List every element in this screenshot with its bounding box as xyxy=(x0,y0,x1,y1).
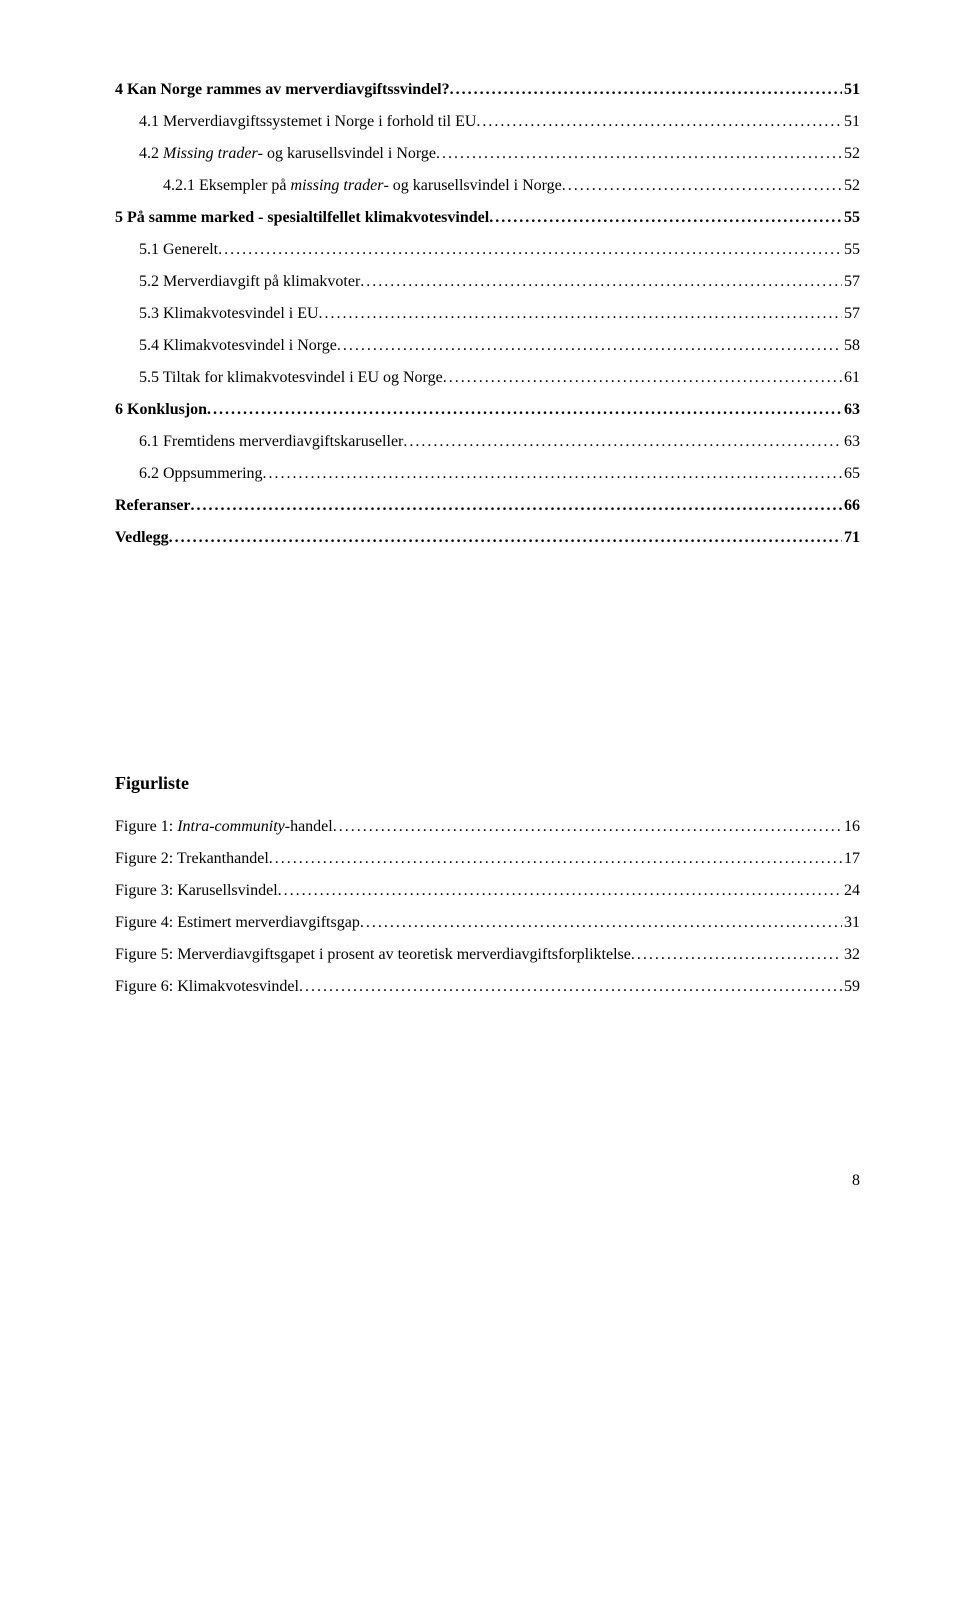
toc-page: 63 xyxy=(842,430,860,454)
toc-entry: 6 Konklusjon 63 xyxy=(115,398,860,422)
toc-entry: 5.2 Merverdiavgift på klimakvoter 57 xyxy=(115,270,860,294)
toc-page: 65 xyxy=(842,462,860,486)
figure-entry: Figure 3: Karusellsvindel 24 xyxy=(115,879,860,903)
toc-label: 5.2 Merverdiavgift på klimakvoter xyxy=(139,270,360,294)
toc-page: 52 xyxy=(842,174,860,198)
figure-page: 59 xyxy=(842,975,860,999)
figure-dots xyxy=(299,975,842,999)
figure-page: 16 xyxy=(842,815,860,839)
toc-dots xyxy=(218,238,842,262)
toc-dots xyxy=(337,334,842,358)
figure-dots xyxy=(333,815,842,839)
toc-dots xyxy=(169,526,842,550)
toc-label: 4.2 Missing trader- og karusellsvindel i… xyxy=(139,142,436,166)
toc-label: 6.1 Fremtidens merverdiavgiftskaruseller xyxy=(139,430,403,454)
toc-label: 4 Kan Norge rammes av merverdiavgiftssvi… xyxy=(115,78,450,102)
toc-entry: 4.2.1 Eksempler på missing trader- og ka… xyxy=(115,174,860,198)
figure-dots xyxy=(269,847,842,871)
toc-entry: 5.3 Klimakvotesvindel i EU 57 xyxy=(115,302,860,326)
toc-page: 58 xyxy=(842,334,860,358)
toc-entry: 6.1 Fremtidens merverdiavgiftskaruseller… xyxy=(115,430,860,454)
toc-page: 61 xyxy=(842,366,860,390)
figure-entry: Figure 2: Trekanthandel 17 xyxy=(115,847,860,871)
figure-label: Figure 3: Karusellsvindel xyxy=(115,879,278,903)
toc-dots xyxy=(450,78,842,102)
toc-label: Referanser xyxy=(115,494,191,518)
figure-page: 31 xyxy=(842,911,860,935)
toc-entry: 5.5 Tiltak for klimakvotesvindel i EU og… xyxy=(115,366,860,390)
toc-label: 5.3 Klimakvotesvindel i EU xyxy=(139,302,319,326)
toc-entry: Referanser 66 xyxy=(115,494,860,518)
toc-dots xyxy=(360,270,842,294)
figure-entry: Figure 1: Intra-community-handel 16 xyxy=(115,815,860,839)
figure-page: 24 xyxy=(842,879,860,903)
toc-dots xyxy=(562,174,842,198)
figure-label: Figure 2: Trekanthandel xyxy=(115,847,269,871)
toc-page: 71 xyxy=(842,526,860,550)
figure-dots xyxy=(360,911,842,935)
toc-label: 5.4 Klimakvotesvindel i Norge xyxy=(139,334,337,358)
toc-dots xyxy=(319,302,842,326)
toc-page: 55 xyxy=(842,238,860,262)
toc-entry: 4.1 Merverdiavgiftssystemet i Norge i fo… xyxy=(115,110,860,134)
toc-label: 6 Konklusjon xyxy=(115,398,207,422)
toc-dots xyxy=(191,494,842,518)
toc-page: 63 xyxy=(842,398,860,422)
figure-label: Figure 5: Merverdiavgiftsgapet i prosent… xyxy=(115,943,631,967)
figure-dots xyxy=(631,943,842,967)
toc-page: 57 xyxy=(842,302,860,326)
toc-dots xyxy=(436,142,842,166)
figure-dots xyxy=(278,879,842,903)
figure-entry: Figure 6: Klimakvotesvindel 59 xyxy=(115,975,860,999)
toc-entry: 4 Kan Norge rammes av merverdiavgiftssvi… xyxy=(115,78,860,102)
toc-page: 57 xyxy=(842,270,860,294)
figure-label: Figure 1: Intra-community-handel xyxy=(115,815,333,839)
toc-label: 5.5 Tiltak for klimakvotesvindel i EU og… xyxy=(139,366,443,390)
toc-entry: 4.2 Missing trader- og karusellsvindel i… xyxy=(115,142,860,166)
toc-dots xyxy=(476,110,842,134)
page-number: 8 xyxy=(115,1169,860,1193)
toc-dots xyxy=(489,206,842,230)
toc-page: 66 xyxy=(842,494,860,518)
toc-page: 52 xyxy=(842,142,860,166)
figure-entry: Figure 5: Merverdiavgiftsgapet i prosent… xyxy=(115,943,860,967)
toc-dots xyxy=(403,430,842,454)
toc-dots xyxy=(207,398,842,422)
toc-label: 5.1 Generelt xyxy=(139,238,218,262)
toc-entry: 5.1 Generelt 55 xyxy=(115,238,860,262)
toc-page: 51 xyxy=(842,110,860,134)
toc-entry: 5 På samme marked - spesialtilfellet kli… xyxy=(115,206,860,230)
toc-dots xyxy=(443,366,842,390)
toc-label: Vedlegg xyxy=(115,526,169,550)
toc-label: 6.2 Oppsummering xyxy=(139,462,263,486)
toc-entry: Vedlegg 71 xyxy=(115,526,860,550)
toc-page: 51 xyxy=(842,78,860,102)
toc-label: 4.1 Merverdiavgiftssystemet i Norge i fo… xyxy=(139,110,476,134)
figure-list-title: Figurliste xyxy=(115,770,860,797)
figure-page: 17 xyxy=(842,847,860,871)
figure-label: Figure 6: Klimakvotesvindel xyxy=(115,975,299,999)
toc-page: 55 xyxy=(842,206,860,230)
figure-page: 32 xyxy=(842,943,860,967)
toc-entry: 6.2 Oppsummering 65 xyxy=(115,462,860,486)
toc-label: 4.2.1 Eksempler på missing trader- og ka… xyxy=(163,174,562,198)
toc-label: 5 På samme marked - spesialtilfellet kli… xyxy=(115,206,489,230)
figure-entry: Figure 4: Estimert merverdiavgiftsgap 31 xyxy=(115,911,860,935)
figure-label: Figure 4: Estimert merverdiavgiftsgap xyxy=(115,911,360,935)
toc-entry: 5.4 Klimakvotesvindel i Norge 58 xyxy=(115,334,860,358)
toc-dots xyxy=(263,462,842,486)
